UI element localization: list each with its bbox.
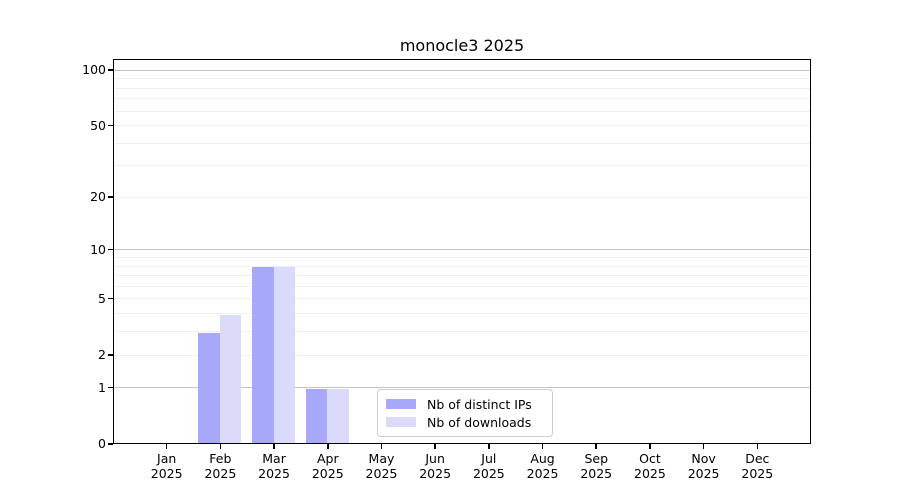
x-tick-month: Apr xyxy=(316,451,339,466)
x-tick-label-oct: Oct 2025 xyxy=(620,451,680,481)
legend-swatch-downloads xyxy=(386,417,416,427)
x-tick-month: Mar xyxy=(262,451,286,466)
minor-gridline-5 xyxy=(114,298,810,300)
x-tick-year: 2025 xyxy=(365,466,398,481)
y-tick-mark-0 xyxy=(108,443,113,445)
minor-gridline-2 xyxy=(114,354,810,356)
x-tick-month: May xyxy=(368,451,395,466)
x-tick-label-sep: Sep 2025 xyxy=(566,451,626,481)
y-tick-label-100: 100 xyxy=(82,62,106,78)
x-tick-year: 2025 xyxy=(204,466,237,481)
x-tick-mark-dec xyxy=(756,444,759,449)
minor-gridline-4 xyxy=(114,313,810,315)
x-tick-mark-nov xyxy=(702,444,705,449)
x-tick-label-may: May 2025 xyxy=(351,451,411,481)
x-tick-mark-jun xyxy=(434,444,436,449)
minor-gridline-40 xyxy=(114,142,810,144)
x-tick-mark-jul xyxy=(488,444,490,449)
y-tick-mark-20 xyxy=(108,196,113,198)
bar-nb-of-downloads-apr xyxy=(327,388,349,444)
minor-gridline-20 xyxy=(114,196,810,198)
minor-gridline-8 xyxy=(114,265,810,267)
x-tick-year: 2025 xyxy=(419,466,452,481)
legend-item-downloads: Nb of downloads xyxy=(386,413,544,431)
minor-gridline-90 xyxy=(114,78,810,80)
y-tick-label-10: 10 xyxy=(90,241,106,257)
minor-gridline-6 xyxy=(114,285,810,287)
y-tick-label-2: 2 xyxy=(98,347,106,363)
minor-gridline-80 xyxy=(114,87,810,89)
y-tick-label-5: 5 xyxy=(98,290,106,306)
bar-nb-of-downloads-mar xyxy=(273,267,296,444)
x-tick-mark-feb xyxy=(219,444,222,449)
minor-gridline-9 xyxy=(114,257,810,258)
y-tick-mark-10 xyxy=(108,248,113,251)
x-tick-mark-oct xyxy=(649,444,651,449)
x-tick-label-aug: Aug 2025 xyxy=(513,451,573,481)
x-tick-month: Aug xyxy=(530,451,555,466)
x-tick-month: Sep xyxy=(584,451,608,466)
y-tick-mark-1 xyxy=(108,386,113,389)
x-tick-year: 2025 xyxy=(311,466,344,481)
x-tick-month: Oct xyxy=(639,451,661,466)
x-tick-label-nov: Nov 2025 xyxy=(674,451,734,481)
y-tick-mark-5 xyxy=(108,297,113,300)
minor-gridline-60 xyxy=(114,110,810,112)
major-gridline-100 xyxy=(114,69,810,71)
minor-gridline-30 xyxy=(114,165,810,167)
x-tick-year: 2025 xyxy=(526,466,559,481)
bar-nb-of-distinct-ips-apr xyxy=(305,388,328,444)
x-tick-label-mar: Mar 2025 xyxy=(244,451,304,481)
x-tick-month: Nov xyxy=(691,451,716,466)
legend-label-distinct-ips: Nb of distinct IPs xyxy=(427,396,532,412)
y-tick-mark-100 xyxy=(108,69,113,71)
x-tick-year: 2025 xyxy=(634,466,666,481)
x-tick-year: 2025 xyxy=(258,466,290,481)
x-tick-mark-sep xyxy=(595,444,597,449)
x-tick-label-feb: Feb 2025 xyxy=(190,451,250,481)
x-tick-label-jul: Jul 2025 xyxy=(459,451,519,481)
x-tick-year: 2025 xyxy=(150,466,183,481)
minor-gridline-70 xyxy=(114,98,810,100)
x-tick-year: 2025 xyxy=(580,466,613,481)
x-tick-label-jun: Jun 2025 xyxy=(405,451,465,481)
major-gridline-1 xyxy=(114,387,810,389)
x-tick-mark-jan xyxy=(165,444,168,449)
minor-gridline-50 xyxy=(114,125,810,127)
legend: Nb of distinct IPs Nb of downloads xyxy=(377,389,553,437)
legend-label-downloads: Nb of downloads xyxy=(427,414,532,430)
x-tick-year: 2025 xyxy=(687,466,720,481)
minor-gridline-3 xyxy=(114,331,810,333)
x-tick-year: 2025 xyxy=(741,466,774,481)
y-tick-label-0: 0 xyxy=(98,436,106,451)
x-tick-mark-aug xyxy=(541,444,544,449)
bar-nb-of-distinct-ips-mar xyxy=(252,267,274,444)
x-tick-month: Dec xyxy=(745,451,770,466)
x-tick-month: Jun xyxy=(425,451,445,466)
legend-item-distinct-ips: Nb of distinct IPs xyxy=(386,395,544,413)
x-tick-month: Feb xyxy=(209,451,232,466)
minor-gridline-7 xyxy=(114,275,810,277)
legend-swatch-distinct-ips xyxy=(386,399,416,409)
x-tick-mark-apr xyxy=(327,444,329,449)
x-tick-year: 2025 xyxy=(472,466,505,481)
x-tick-month: Jul xyxy=(481,451,497,466)
y-tick-label-50: 50 xyxy=(90,117,106,133)
bar-nb-of-downloads-feb xyxy=(219,314,242,444)
y-tick-label-20: 20 xyxy=(90,189,106,205)
chart-title: monocle3 2025 xyxy=(399,36,525,55)
x-tick-label-jan: Jan 2025 xyxy=(137,451,197,481)
x-tick-label-apr: Apr 2025 xyxy=(298,451,358,481)
x-tick-mark-mar xyxy=(273,444,275,449)
bar-nb-of-distinct-ips-feb xyxy=(198,332,220,444)
y-tick-label-1: 1 xyxy=(98,379,106,395)
major-gridline-10 xyxy=(114,249,810,251)
y-tick-mark-50 xyxy=(108,124,113,127)
y-tick-mark-2 xyxy=(108,354,113,356)
plot-area xyxy=(113,59,811,444)
x-tick-label-dec: Dec 2025 xyxy=(727,451,787,481)
x-tick-mark-may xyxy=(380,444,383,449)
x-tick-month: Jan xyxy=(157,451,177,466)
